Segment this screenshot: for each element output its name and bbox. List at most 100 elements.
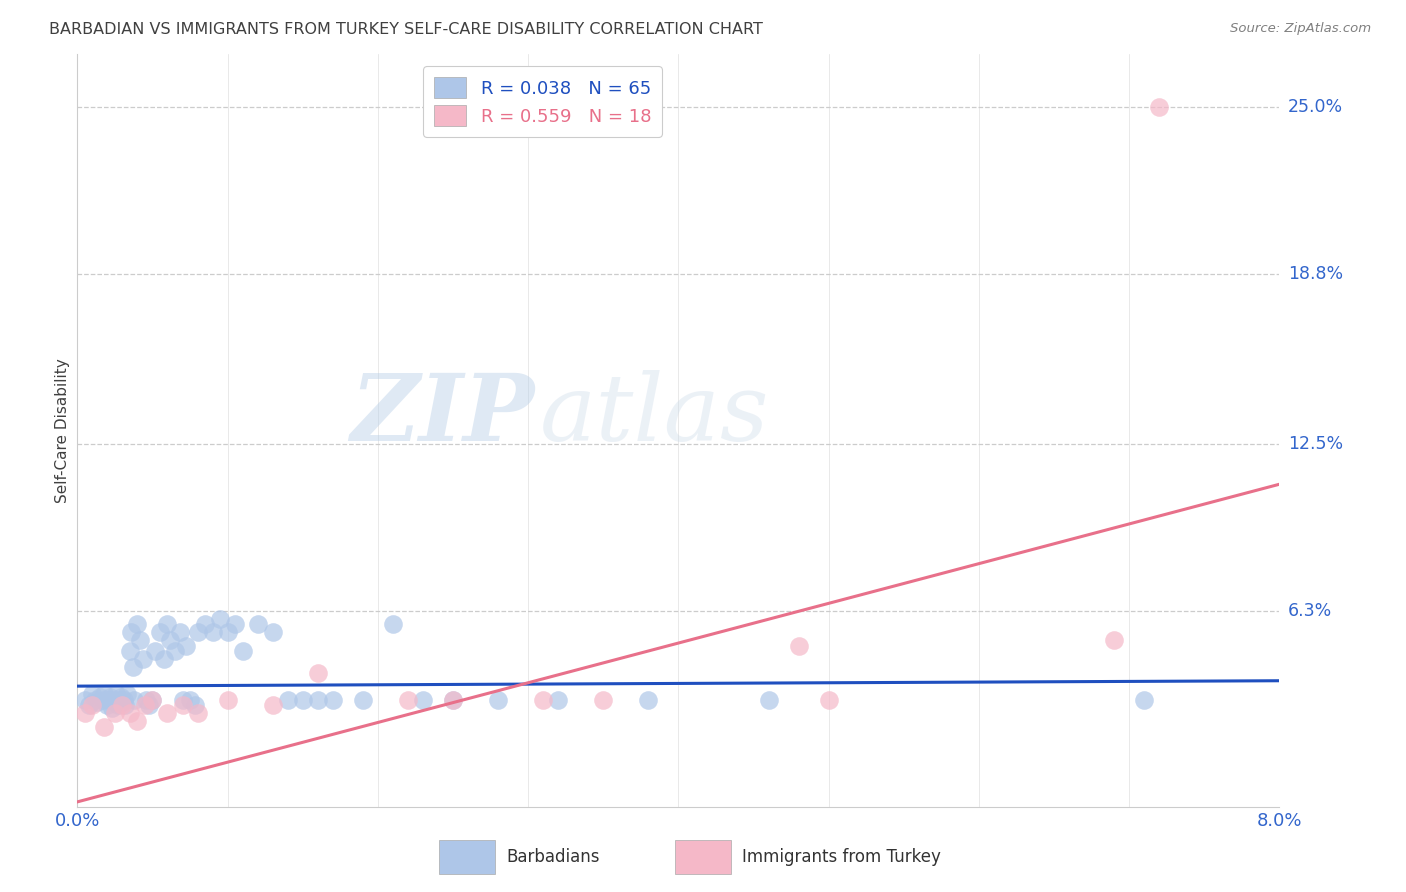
Point	[73, 692, 96, 706]
Point	[118, 644, 141, 658]
Point	[547, 692, 569, 706]
Point	[110, 690, 132, 704]
Point	[103, 692, 125, 706]
Point	[104, 706, 127, 720]
Point	[262, 698, 284, 712]
Point	[86, 695, 108, 709]
Point	[1149, 100, 1171, 114]
Point	[412, 692, 434, 706]
Y-axis label: Self-Care Disability: Self-Care Disability	[55, 358, 70, 503]
Point	[122, 660, 145, 674]
Point	[179, 692, 201, 706]
Point	[592, 692, 614, 706]
Point	[172, 692, 194, 706]
Legend: R = 0.038   N = 65, R = 0.559   N = 18: R = 0.038 N = 65, R = 0.559 N = 18	[423, 66, 662, 136]
Point	[107, 698, 129, 712]
Point	[111, 698, 134, 712]
Point	[307, 665, 329, 680]
Point	[73, 706, 96, 720]
Point	[134, 698, 156, 712]
Point	[93, 719, 115, 733]
Point	[135, 692, 157, 706]
Point	[232, 644, 254, 658]
Point	[114, 698, 136, 712]
Point	[174, 639, 197, 653]
Point	[277, 692, 299, 706]
Point	[100, 690, 122, 704]
Point	[153, 652, 176, 666]
Point	[217, 625, 239, 640]
Point	[396, 692, 419, 706]
Point	[159, 633, 181, 648]
Point	[262, 625, 284, 640]
Point	[127, 714, 149, 728]
Point	[381, 617, 404, 632]
Point	[112, 692, 135, 706]
Point	[201, 625, 224, 640]
Point	[79, 698, 101, 712]
Point	[209, 612, 232, 626]
Point	[307, 692, 329, 706]
Point	[115, 687, 138, 701]
Point	[186, 706, 209, 720]
Point	[172, 698, 194, 712]
Point	[138, 698, 160, 712]
Point	[441, 692, 464, 706]
FancyBboxPatch shape	[675, 839, 731, 874]
Point	[322, 692, 344, 706]
Point	[97, 692, 120, 706]
Point	[105, 687, 128, 701]
Point	[163, 644, 186, 658]
Point	[194, 617, 217, 632]
Point	[91, 692, 114, 706]
Text: ZIP: ZIP	[350, 370, 534, 460]
Point	[145, 644, 167, 658]
Point	[141, 692, 163, 706]
Text: 18.8%: 18.8%	[1288, 265, 1343, 284]
Point	[637, 692, 659, 706]
Text: Immigrants from Turkey: Immigrants from Turkey	[742, 847, 941, 866]
Text: Source: ZipAtlas.com: Source: ZipAtlas.com	[1230, 22, 1371, 36]
Point	[183, 698, 205, 712]
Point	[291, 692, 314, 706]
Point	[531, 692, 554, 706]
Text: 6.3%: 6.3%	[1288, 602, 1331, 620]
Point	[486, 692, 509, 706]
Text: 12.5%: 12.5%	[1288, 434, 1343, 453]
Point	[84, 692, 107, 706]
Point	[156, 617, 179, 632]
Point	[124, 692, 146, 706]
FancyBboxPatch shape	[439, 839, 495, 874]
Text: BARBADIAN VS IMMIGRANTS FROM TURKEY SELF-CARE DISABILITY CORRELATION CHART: BARBADIAN VS IMMIGRANTS FROM TURKEY SELF…	[49, 22, 763, 37]
Point	[787, 639, 810, 653]
Point	[758, 692, 780, 706]
Point	[246, 617, 269, 632]
Point	[186, 625, 209, 640]
Point	[82, 698, 104, 712]
Point	[352, 692, 374, 706]
Point	[129, 633, 152, 648]
Point	[217, 692, 239, 706]
Point	[93, 687, 115, 701]
Point	[156, 706, 179, 720]
Point	[1133, 692, 1156, 706]
Point	[127, 617, 149, 632]
Point	[111, 695, 134, 709]
Point	[169, 625, 191, 640]
Point	[96, 698, 118, 712]
Point	[441, 692, 464, 706]
Point	[224, 617, 246, 632]
Text: Barbadians: Barbadians	[506, 847, 600, 866]
Point	[149, 625, 172, 640]
Point	[118, 706, 141, 720]
Point	[132, 652, 155, 666]
Text: atlas: atlas	[540, 370, 769, 460]
Point	[817, 692, 839, 706]
Point	[1102, 633, 1125, 648]
Point	[104, 695, 127, 709]
Point	[141, 692, 163, 706]
Point	[108, 692, 131, 706]
Point	[120, 625, 142, 640]
Point	[82, 687, 104, 701]
Point	[101, 700, 124, 714]
